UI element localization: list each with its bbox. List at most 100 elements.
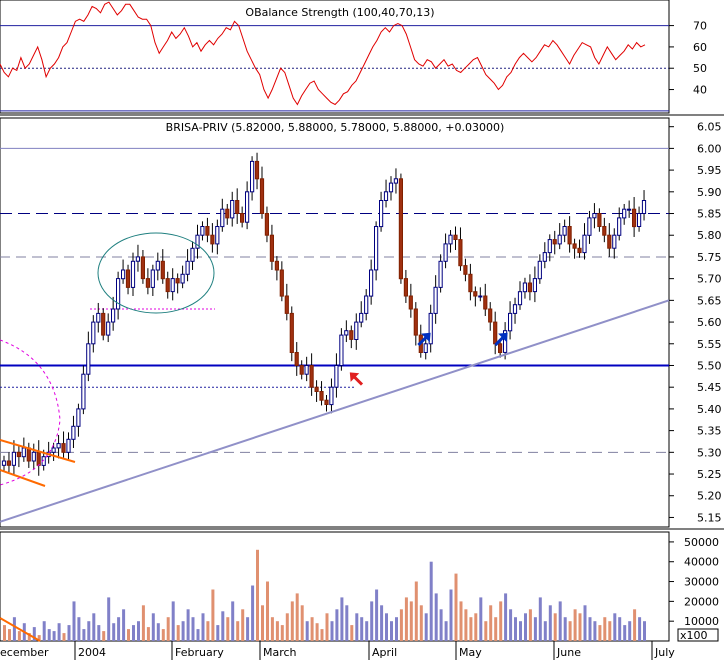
volume-bar	[484, 621, 488, 641]
candle-body	[130, 260, 136, 288]
volume-bar	[221, 611, 225, 641]
volume-bar	[37, 635, 41, 641]
candle-body	[155, 260, 160, 271]
candle-body	[413, 308, 418, 336]
candle-body	[26, 447, 31, 462]
volume-bar	[290, 601, 294, 641]
volume-bar	[628, 621, 632, 641]
candle-body	[374, 226, 379, 271]
candle-body	[562, 226, 567, 236]
volume-bar	[17, 631, 21, 641]
price-tick-label: 5.15	[697, 511, 722, 524]
volume-unit-label: x100	[680, 629, 708, 642]
price-tick-label: 6.05	[697, 121, 722, 134]
volume-bar	[409, 601, 413, 641]
volume-bar	[315, 623, 319, 641]
candle-body	[517, 291, 523, 306]
candle-body	[76, 408, 81, 427]
candle-body	[66, 438, 71, 453]
volume-bar	[464, 609, 468, 641]
candle-body	[522, 282, 527, 293]
candle-body	[577, 247, 582, 254]
volume-bar	[285, 613, 289, 641]
volume-bar	[246, 617, 250, 641]
candle-body	[61, 443, 66, 453]
candle-body	[567, 226, 572, 245]
volume-panel-frame	[0, 531, 670, 642]
volume-bar	[593, 621, 597, 641]
candle-body	[359, 312, 364, 323]
candle-body	[16, 451, 21, 458]
volume-bar	[414, 581, 418, 641]
volume-bar	[102, 631, 106, 641]
price-tick-label: 5.45	[697, 381, 722, 394]
volume-bar	[380, 605, 384, 641]
volume-bar	[211, 589, 215, 641]
candle-body	[215, 226, 220, 245]
candle-body	[592, 213, 597, 219]
volume-bar	[92, 613, 96, 641]
candle-body	[552, 239, 557, 245]
indicator-tick-label: 40	[693, 84, 707, 97]
volume-bar	[608, 621, 612, 641]
volume-bar	[201, 613, 205, 641]
volume-bar	[275, 621, 279, 641]
volume-bar	[12, 617, 16, 641]
price-tick-label: 5.55	[697, 338, 722, 351]
volume-bar	[424, 613, 428, 641]
candle-body	[259, 178, 265, 215]
volume-bar	[3, 625, 6, 641]
volume-bar	[434, 593, 438, 641]
price-tick-label: 5.20	[697, 490, 722, 503]
volume-bar	[256, 549, 259, 641]
candle-body	[572, 243, 577, 249]
volume-bar	[543, 621, 547, 641]
candle-body	[106, 321, 111, 336]
volume-bar	[231, 601, 235, 641]
candle-body	[31, 451, 36, 462]
volume-bar	[62, 633, 66, 641]
volume-bar	[459, 601, 463, 641]
volume-tick-label: 50000	[684, 536, 719, 549]
candle-body	[121, 269, 126, 280]
volume-bar	[494, 617, 498, 641]
candle-body	[557, 234, 562, 245]
volume-bar	[588, 617, 592, 641]
volume-bar	[643, 621, 646, 641]
volume-bar	[52, 631, 56, 641]
candle-body	[96, 312, 101, 323]
candle-body	[339, 334, 344, 367]
candle-body	[190, 247, 195, 262]
volume-bar	[216, 625, 220, 641]
candle-body	[398, 178, 403, 280]
volume-bar	[241, 609, 245, 641]
candle-body	[493, 321, 498, 345]
candle-body	[354, 321, 359, 341]
volume-bar	[623, 625, 627, 641]
indicator-tick-label: 60	[693, 41, 707, 54]
volume-bar	[469, 617, 473, 641]
candle-body	[314, 386, 319, 393]
volume-bar	[67, 625, 71, 641]
candle-body	[1, 460, 7, 466]
volume-bar	[439, 609, 443, 641]
candle-body	[225, 208, 230, 219]
candle-body	[264, 213, 269, 236]
volume-bar	[613, 613, 617, 641]
pattern-ellipse	[97, 232, 215, 314]
volume-bar	[87, 621, 91, 641]
x-axis-label: March	[263, 646, 297, 659]
candle-body	[91, 321, 96, 345]
volume-bar	[27, 633, 31, 641]
indicator-tick-label: 50	[693, 62, 707, 75]
arrow-icon	[494, 332, 508, 347]
candle-body	[240, 213, 245, 223]
candle-body	[116, 278, 121, 310]
volume-bar	[385, 613, 388, 641]
volume-bar	[151, 613, 155, 641]
candle-body	[200, 226, 205, 236]
indicator-title: OBalance Strength (100,40,70,13)	[245, 6, 434, 19]
candle-body	[468, 273, 473, 293]
candle-body	[36, 451, 41, 466]
volume-bar	[295, 593, 299, 641]
